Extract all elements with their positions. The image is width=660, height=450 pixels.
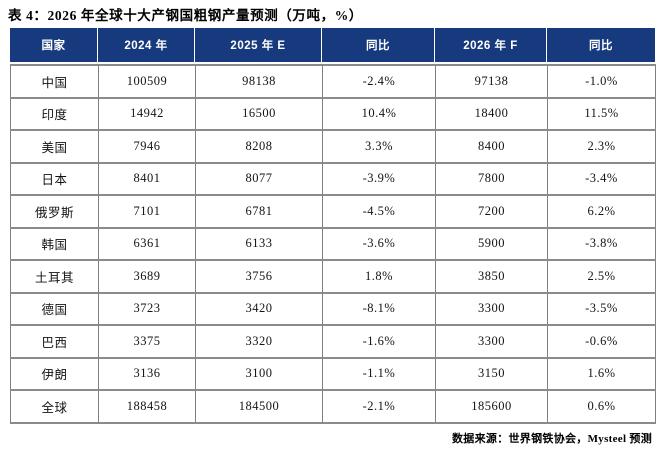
value-cell: 3300 <box>435 324 548 359</box>
value-cell: 3136 <box>98 356 196 391</box>
yoy-cell: -1.6% <box>322 324 436 359</box>
value-cell: 8400 <box>435 129 548 164</box>
value-cell: 3723 <box>98 291 196 326</box>
country-cell: 伊朗 <box>10 356 99 391</box>
table-row: 中国 100509 98138 -2.4% 97138 -1.0% <box>10 64 656 99</box>
yoy-cell: 11.5% <box>547 96 656 131</box>
steel-production-table: 国家 2024 年 2025 年 E 同比 2026 年 F 同比 中国 100509 981… <box>10 28 656 424</box>
value-cell: 3756 <box>195 259 323 294</box>
table-row: 美国 7946 8208 3.3% 8400 2.3% <box>10 129 656 164</box>
value-cell: 98138 <box>195 64 323 99</box>
header-cell: 2026 年 F <box>435 28 547 62</box>
table-row: 土耳其 3689 3756 1.8% 3850 2.5% <box>10 259 656 294</box>
value-cell: 14942 <box>98 96 196 131</box>
value-cell: 6361 <box>98 226 196 261</box>
yoy-cell: -3.5% <box>547 291 656 326</box>
yoy-cell: -3.8% <box>547 226 656 261</box>
header-cell: 2024 年 <box>98 28 195 62</box>
value-cell: 185600 <box>435 389 548 424</box>
header-cell: 国家 <box>10 28 98 62</box>
value-cell: 18400 <box>435 96 548 131</box>
header-cell: 同比 <box>322 28 435 62</box>
yoy-cell: 2.5% <box>547 259 656 294</box>
table-header-row: 国家 2024 年 2025 年 E 同比 2026 年 F 同比 <box>10 28 655 62</box>
country-cell: 美国 <box>10 129 99 164</box>
country-cell: 韩国 <box>10 226 99 261</box>
yoy-cell: 6.2% <box>547 194 656 229</box>
table-title: 表 4：2026 年全球十大产钢国粗钢产量预测（万吨，%） <box>8 8 363 23</box>
table-row: 德国 3723 3420 -8.1% 3300 -3.5% <box>10 291 656 326</box>
value-cell: 3689 <box>98 259 196 294</box>
yoy-cell: -2.1% <box>322 389 436 424</box>
header-cell: 同比 <box>589 40 613 52</box>
value-cell: 6133 <box>195 226 323 261</box>
country-cell: 巴西 <box>10 324 99 359</box>
yoy-cell: -4.5% <box>322 194 436 229</box>
value-cell: 3420 <box>195 291 323 326</box>
table-row: 俄罗斯 7101 6781 -4.5% 7200 6.2% <box>10 194 656 229</box>
value-cell: 184500 <box>195 389 323 424</box>
value-cell: 3300 <box>435 291 548 326</box>
yoy-cell: 0.6% <box>547 389 656 424</box>
country-cell: 俄罗斯 <box>10 194 99 229</box>
value-cell: 97138 <box>435 64 548 99</box>
country-cell: 全球 <box>10 389 99 424</box>
value-cell: 3150 <box>435 356 548 391</box>
value-cell: 8401 <box>98 161 196 196</box>
yoy-cell: -3.4% <box>547 161 656 196</box>
data-source: 数据来源：世界钢铁协会，Mysteel 预测 <box>452 433 652 445</box>
yoy-cell: 1.8% <box>322 259 436 294</box>
table-body: 中国 100509 98138 -2.4% 97138 -1.0% 印度 14942 16500… <box>10 64 656 424</box>
value-cell: 5900 <box>435 226 548 261</box>
header-cell: 2025 年 E <box>195 28 322 62</box>
yoy-cell: -8.1% <box>322 291 436 326</box>
value-cell: 7101 <box>98 194 196 229</box>
value-cell: 3850 <box>435 259 548 294</box>
country-cell: 日本 <box>10 161 99 196</box>
table-row: 韩国 6361 6133 -3.6% 5900 -3.8% <box>10 226 656 261</box>
value-cell: 188458 <box>98 389 196 424</box>
table-row: 印度 14942 16500 10.4% 18400 11.5% <box>10 96 656 131</box>
yoy-cell: 3.3% <box>322 129 436 164</box>
value-cell: 3375 <box>98 324 196 359</box>
yoy-cell: -3.6% <box>322 226 436 261</box>
yoy-cell: -3.9% <box>322 161 436 196</box>
yoy-cell: -2.4% <box>322 64 436 99</box>
table-row: 全球 188458 184500 -2.1% 185600 0.6% <box>10 389 656 424</box>
country-cell: 德国 <box>10 291 99 326</box>
country-cell: 中国 <box>10 64 99 99</box>
country-cell: 印度 <box>10 96 99 131</box>
value-cell: 16500 <box>195 96 323 131</box>
value-cell: 100509 <box>98 64 196 99</box>
value-cell: 6781 <box>195 194 323 229</box>
yoy-cell: 2.3% <box>547 129 656 164</box>
value-cell: 3320 <box>195 324 323 359</box>
yoy-cell: -1.1% <box>322 356 436 391</box>
value-cell: 7800 <box>435 161 548 196</box>
yoy-cell: -0.6% <box>547 324 656 359</box>
yoy-cell: 1.6% <box>547 356 656 391</box>
value-cell: 8077 <box>195 161 323 196</box>
value-cell: 7946 <box>98 129 196 164</box>
value-cell: 7200 <box>435 194 548 229</box>
value-cell: 3100 <box>195 356 323 391</box>
yoy-cell: -1.0% <box>547 64 656 99</box>
table-row: 伊朗 3136 3100 -1.1% 3150 1.6% <box>10 356 656 391</box>
yoy-cell: 10.4% <box>322 96 436 131</box>
value-cell: 8208 <box>195 129 323 164</box>
table-row: 巴西 3375 3320 -1.6% 3300 -0.6% <box>10 324 656 359</box>
country-cell: 土耳其 <box>10 259 99 294</box>
table-body-grid: 中国 100509 98138 -2.4% 97138 -1.0% 印度 14942 16500… <box>10 64 656 424</box>
table-row: 日本 8401 8077 -3.9% 7800 -3.4% <box>10 161 656 196</box>
